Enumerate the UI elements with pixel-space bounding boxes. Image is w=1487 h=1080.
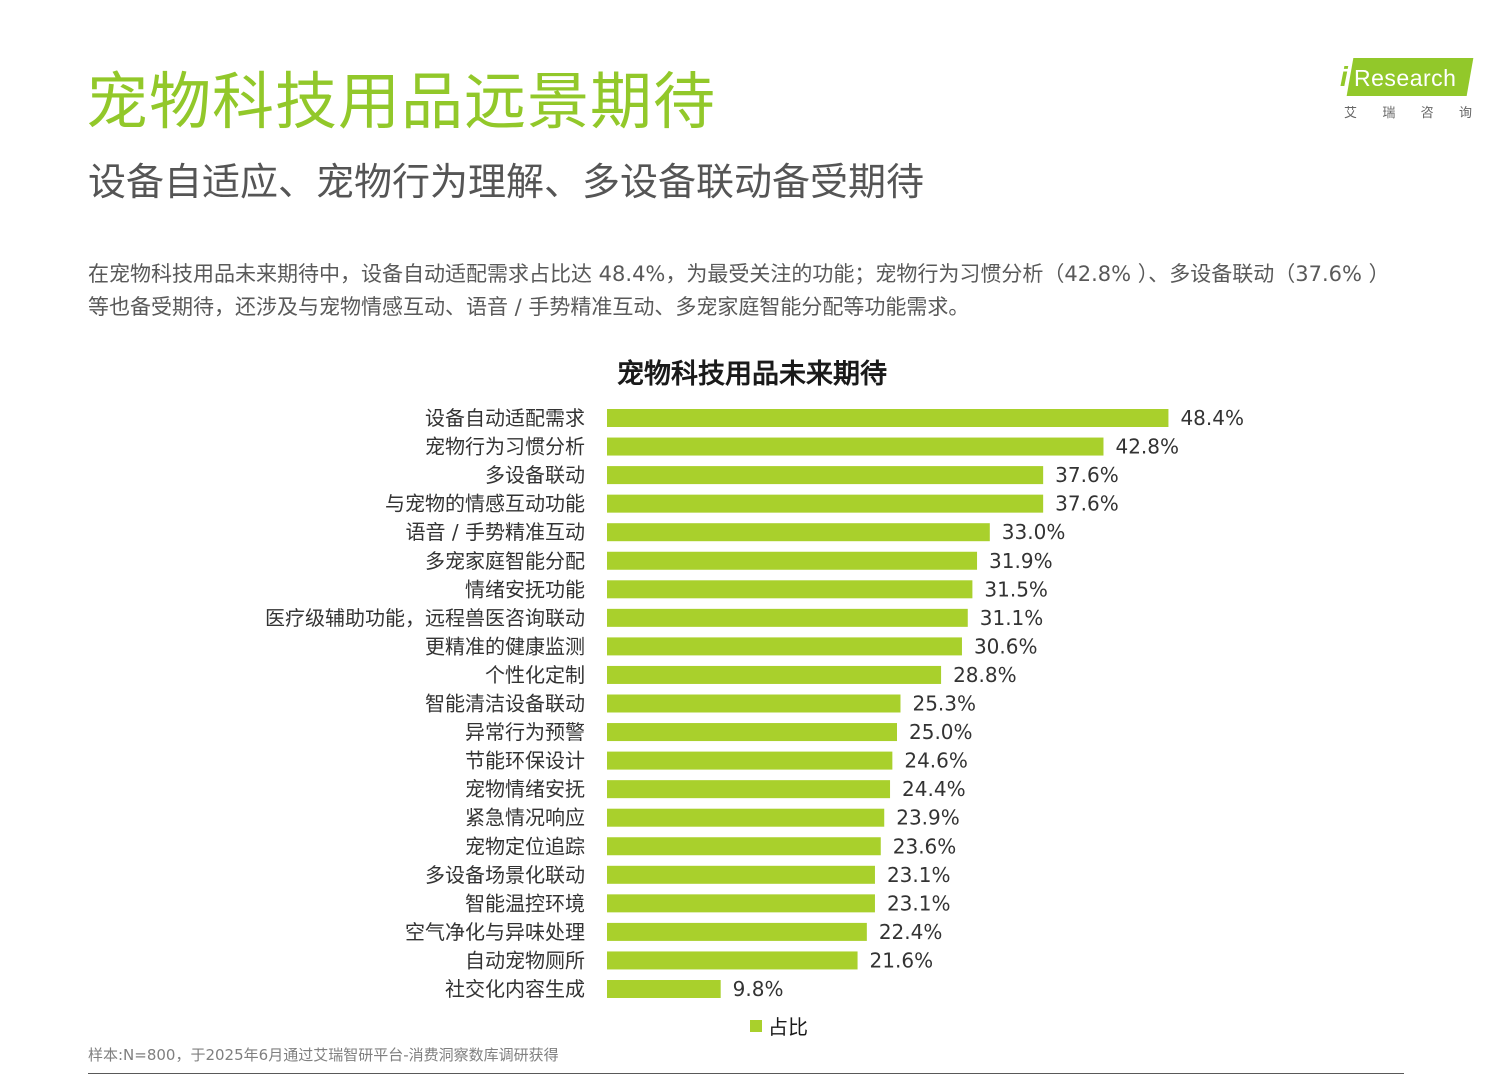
bar bbox=[607, 494, 1044, 513]
value-label: 24.6% bbox=[904, 749, 968, 773]
value-label: 28.8% bbox=[953, 663, 1017, 687]
logo-char: 瑞 bbox=[1382, 106, 1396, 121]
bar bbox=[607, 694, 901, 713]
category-label: 多宠家庭智能分配 bbox=[425, 549, 585, 573]
value-label: 31.1% bbox=[980, 606, 1044, 630]
value-label: 9.8% bbox=[733, 977, 784, 1001]
value-label: 23.9% bbox=[896, 806, 960, 830]
category-label: 社交化内容生成 bbox=[445, 977, 585, 1001]
legend-label: 占比 bbox=[768, 1015, 808, 1039]
bar bbox=[607, 723, 897, 742]
legend-swatch bbox=[750, 1020, 762, 1032]
category-label: 智能温控环境 bbox=[465, 891, 585, 915]
value-label: 22.4% bbox=[879, 920, 943, 944]
iresearch-logo: i Research 艾 瑞 咨 询 bbox=[1340, 56, 1474, 122]
bottom-divider bbox=[88, 1073, 1404, 1074]
logo-word: Research bbox=[1354, 65, 1457, 91]
value-label: 48.4% bbox=[1180, 406, 1244, 430]
category-label: 更精准的健康监测 bbox=[425, 634, 585, 658]
bar bbox=[607, 665, 942, 684]
value-label: 24.4% bbox=[902, 777, 966, 801]
category-label: 自动宠物厕所 bbox=[465, 948, 585, 972]
bar bbox=[607, 409, 1169, 427]
category-label: 多设备联动 bbox=[485, 463, 585, 487]
value-label: 33.0% bbox=[1002, 520, 1066, 544]
bars-group: 设备自动适配需求 48.4% 宠物行为习惯分析 42.8% 多设备联动 37.6% 与宠物的… bbox=[265, 406, 1244, 1001]
logo-char: 询 bbox=[1458, 106, 1472, 121]
page-subtitle: 设备自适应、宠物行为理解、多设备联动备受期待 bbox=[88, 160, 925, 204]
category-label: 紧急情况响应 bbox=[465, 806, 585, 830]
value-label: 23.1% bbox=[887, 863, 951, 887]
value-label: 31.5% bbox=[984, 577, 1048, 601]
category-label: 空气净化与异味处理 bbox=[405, 920, 585, 944]
legend: 占比 bbox=[750, 1015, 808, 1039]
bar bbox=[607, 922, 867, 941]
category-label: 宠物情绪安抚 bbox=[465, 777, 585, 801]
value-label: 30.6% bbox=[974, 634, 1038, 658]
logo-letter: i bbox=[1340, 61, 1348, 92]
bar bbox=[607, 780, 891, 799]
logo-char: 艾 bbox=[1344, 106, 1358, 121]
value-label: 25.3% bbox=[912, 692, 976, 716]
category-label: 智能清洁设备联动 bbox=[425, 692, 585, 716]
chart-title: 宠物科技用品未来期待 bbox=[617, 358, 887, 390]
bar bbox=[607, 837, 881, 856]
value-label: 21.6% bbox=[870, 948, 934, 972]
category-label: 医疗级辅助功能，远程兽医咨询联动 bbox=[265, 606, 585, 630]
bar bbox=[607, 751, 893, 770]
value-label: 31.9% bbox=[989, 549, 1053, 573]
bar bbox=[607, 637, 962, 656]
category-label: 异常行为预警 bbox=[465, 720, 585, 744]
bar bbox=[607, 951, 858, 970]
bar bbox=[607, 608, 968, 627]
page-title: 宠物科技用品远景期待 bbox=[86, 65, 717, 138]
category-label: 个性化定制 bbox=[485, 663, 585, 687]
bar bbox=[607, 437, 1104, 456]
category-label: 宠物定位追踪 bbox=[465, 834, 585, 858]
bar bbox=[607, 808, 885, 827]
category-label: 多设备场景化联动 bbox=[425, 863, 585, 887]
value-label: 37.6% bbox=[1055, 463, 1119, 487]
value-label: 37.6% bbox=[1055, 492, 1119, 516]
bar bbox=[607, 865, 875, 884]
category-label: 与宠物的情感互动功能 bbox=[385, 492, 585, 516]
value-label: 23.6% bbox=[893, 834, 957, 858]
bar bbox=[607, 580, 973, 599]
bar bbox=[607, 980, 721, 998]
category-label: 宠物行为习惯分析 bbox=[425, 435, 585, 459]
bar bbox=[607, 466, 1044, 485]
category-label: 设备自动适配需求 bbox=[425, 406, 585, 430]
value-label: 25.0% bbox=[909, 720, 973, 744]
category-label: 语音 / 手势精准互动 bbox=[406, 520, 585, 544]
logo-chinese: 艾 瑞 咨 询 bbox=[1344, 102, 1472, 121]
category-label: 情绪安抚功能 bbox=[465, 577, 585, 601]
value-label: 23.1% bbox=[887, 891, 951, 915]
bar bbox=[607, 894, 875, 913]
footnote: 样本:N=800，于2025年6月通过艾瑞智研平台-消费洞察数库调研获得 bbox=[88, 1046, 559, 1064]
category-label: 节能环保设计 bbox=[465, 749, 585, 773]
logo-char: 咨 bbox=[1420, 106, 1434, 121]
bar bbox=[607, 551, 978, 570]
value-label: 42.8% bbox=[1115, 435, 1179, 459]
description-text: 在宠物科技用品未来期待中，设备自动适配需求占比达 48.4%，为最受关注的功能；… bbox=[88, 262, 1380, 319]
bar bbox=[607, 523, 990, 542]
